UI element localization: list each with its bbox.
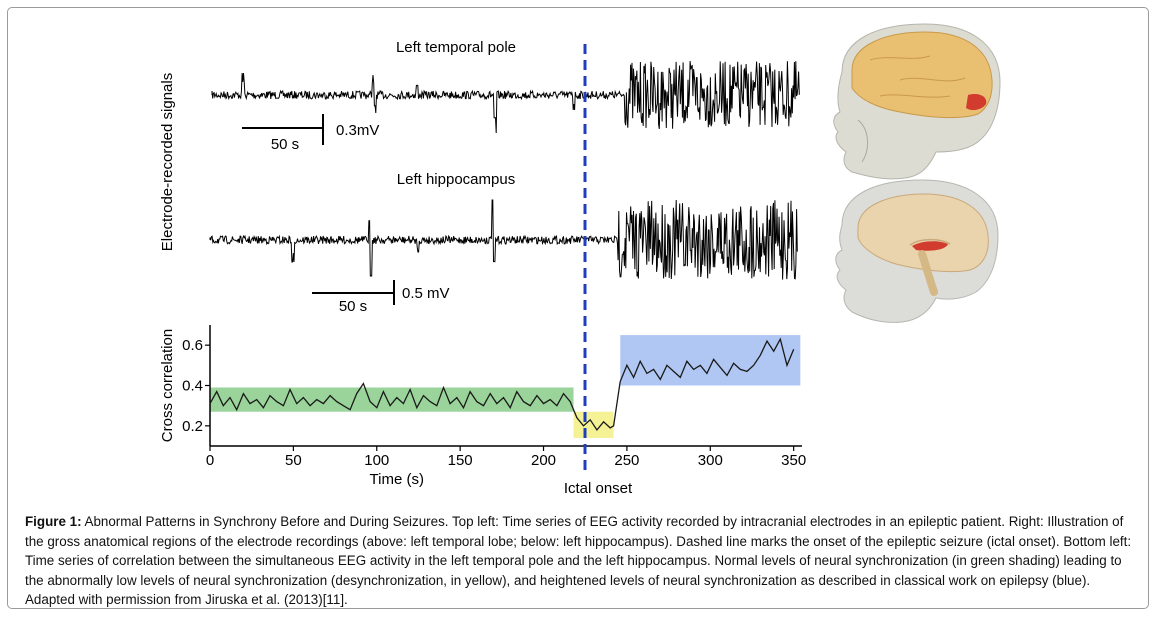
- scale-mid-amp-label: 0.5 mV: [402, 285, 450, 302]
- top-trace-title: Left temporal pole: [396, 39, 516, 56]
- figure-frame: [7, 7, 1149, 609]
- y-tick-label: 0.6: [182, 337, 203, 354]
- figure-panel: Electrode-recorded signals Left temporal…: [159, 23, 1001, 497]
- shaded-region-blue: [620, 335, 801, 386]
- eeg-trace-hippocampus: [209, 199, 798, 280]
- scale-top-amp-label: 0.3mV: [336, 122, 379, 139]
- figure-caption: Figure 1: Abnormal Patterns in Synchrony…: [25, 512, 1140, 610]
- x-tick-label: 0: [206, 452, 214, 469]
- ictal-onset-label: Ictal onset: [564, 480, 633, 497]
- x-tick-label: 250: [614, 452, 639, 469]
- x-tick-label: 50: [285, 452, 302, 469]
- y-axis-title: Cross correlation: [159, 329, 176, 442]
- skull-brain-lateral-icon: [833, 23, 1001, 180]
- correlation-series-line: [209, 337, 795, 431]
- eeg-trace-temporal-pole: [211, 61, 800, 134]
- shaded-region-green: [210, 387, 574, 412]
- scale-top-time-label: 50 s: [271, 136, 299, 153]
- x-axis-title: Time (s): [370, 471, 424, 488]
- signals-axis-label: Electrode-recorded signals: [159, 73, 176, 251]
- x-tick-label: 100: [364, 452, 389, 469]
- mid-trace-title: Left hippocampus: [397, 171, 515, 188]
- scale-mid-time-label: 50 s: [339, 298, 367, 315]
- y-tick-label: 0.2: [182, 418, 203, 435]
- x-tick-label: 200: [531, 452, 556, 469]
- caption-label: Figure 1:: [25, 514, 82, 529]
- x-tick-label: 300: [698, 452, 723, 469]
- x-tick-label: 350: [781, 452, 806, 469]
- y-tick-label: 0.4: [182, 378, 203, 395]
- x-tick-label: 150: [448, 452, 473, 469]
- caption-text: Abnormal Patterns in Synchrony Before an…: [25, 514, 1132, 607]
- skull-brain-medial-icon: [835, 179, 999, 323]
- cross-correlation-chart: 0 50 100 150 200 250 300 350 0.2 0.4 0.6 Time (s) Cr…: [159, 325, 806, 488]
